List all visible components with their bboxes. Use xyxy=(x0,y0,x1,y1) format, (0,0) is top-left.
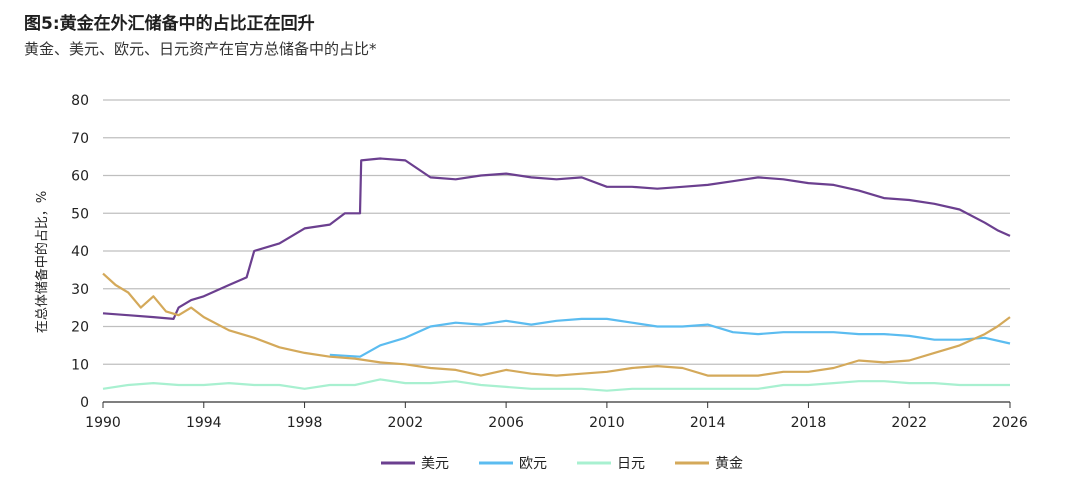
y-tick-10: 10 xyxy=(71,357,89,373)
x-tick-2014: 2014 xyxy=(690,415,726,431)
legend-label-1: 美元 xyxy=(421,456,449,472)
x-tick-2010: 2010 xyxy=(589,415,625,431)
y-tick-0: 0 xyxy=(80,395,89,411)
y-tick-20: 20 xyxy=(71,320,89,336)
chart-subtitle: 黄金、美元、欧元、日元资产在官方总储备中的占比* xyxy=(24,40,377,58)
y-axis-label: 在总体储备中的占比，% xyxy=(34,191,50,333)
legend-label-3: 日元 xyxy=(617,456,645,472)
x-tick-1994: 1994 xyxy=(186,415,222,431)
x-tick-1998: 1998 xyxy=(287,415,323,431)
x-tick-2002: 2002 xyxy=(388,415,424,431)
series-lines xyxy=(102,157,1011,392)
grid-lines xyxy=(103,99,1010,365)
x-tick-2022: 2022 xyxy=(891,415,927,431)
y-tick-40: 40 xyxy=(71,244,89,260)
x-axis: 1990 1994 1998 2002 2006 2010 2014 2018 2022 2026 xyxy=(85,401,1028,431)
y-tick-labels: 0 10 20 30 40 50 60 70 80 xyxy=(71,93,89,411)
legend-label-4: 黄金 xyxy=(715,455,743,472)
series-line-4 xyxy=(102,272,1011,377)
x-tick-2026: 2026 xyxy=(992,415,1028,431)
y-tick-30: 30 xyxy=(71,282,89,298)
series-line-1 xyxy=(102,157,1011,320)
x-tick-2006: 2006 xyxy=(488,415,524,431)
y-tick-60: 60 xyxy=(71,169,89,185)
legend: 美元 欧元 日元 黄金 xyxy=(381,455,743,472)
x-tick-2018: 2018 xyxy=(791,415,827,431)
chart-title: 图5:黄金在外汇储备中的占比正在回升 xyxy=(24,14,315,34)
legend-label-2: 欧元 xyxy=(519,456,547,472)
y-tick-50: 50 xyxy=(71,206,89,222)
y-tick-80: 80 xyxy=(71,93,89,109)
x-tick-1990: 1990 xyxy=(85,415,121,431)
y-tick-70: 70 xyxy=(71,131,89,147)
series-line-3 xyxy=(102,378,1010,392)
series-line-2 xyxy=(329,317,1011,358)
